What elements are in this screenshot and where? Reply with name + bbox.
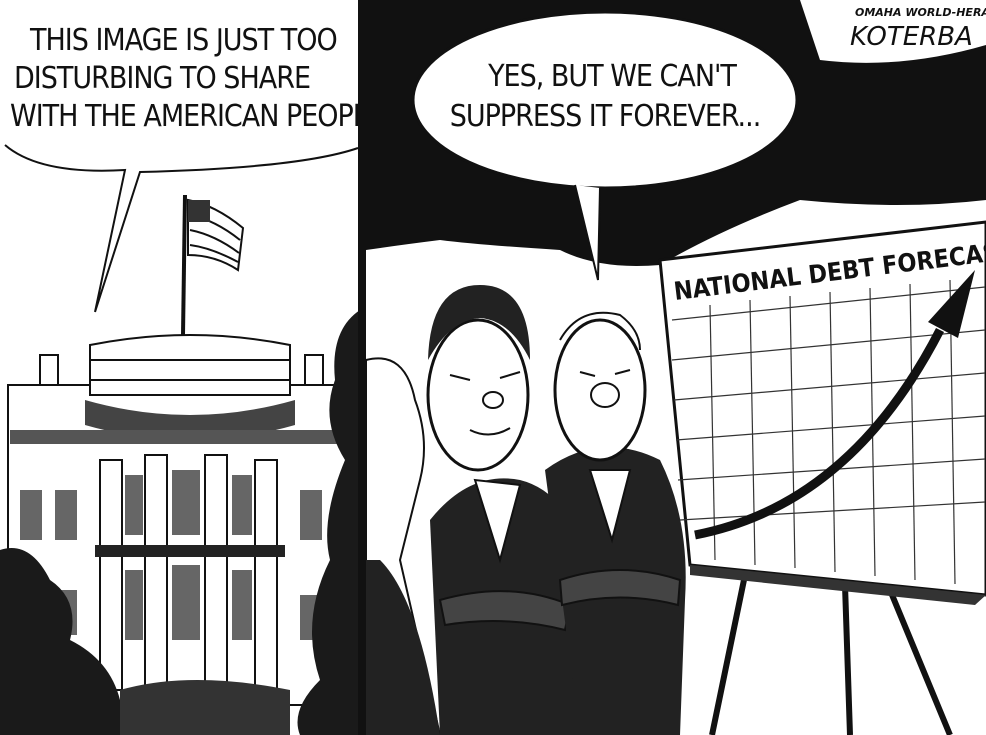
right-panel: OMAHA WORLD-HERALD KOTERBA YES, BUT WE C… bbox=[365, 0, 986, 735]
speech-text: WITH THE AMERICAN PEOPLE. bbox=[10, 99, 390, 134]
drawing-part bbox=[438, 590, 572, 632]
speech-tail bbox=[574, 184, 601, 281]
panel-divider bbox=[358, 0, 366, 735]
drawing-part bbox=[579, 369, 631, 377]
speech-bubble bbox=[411, 10, 799, 190]
drawing-part bbox=[709, 304, 716, 561]
drawing-part bbox=[55, 490, 77, 540]
drawing-part bbox=[673, 372, 986, 401]
drawing-part bbox=[559, 311, 641, 351]
drawing-part bbox=[300, 490, 322, 540]
drawing-part bbox=[172, 565, 200, 640]
signature-area bbox=[800, 0, 986, 63]
drawing-part bbox=[232, 570, 252, 640]
arrow-head bbox=[928, 270, 975, 338]
drawing-part bbox=[558, 569, 682, 607]
speech-text: SUPPRESS IT FOREVER... bbox=[450, 99, 761, 134]
flagpole bbox=[181, 194, 187, 336]
drawing-part bbox=[204, 454, 228, 691]
chart-grid bbox=[671, 279, 986, 585]
drawing-part bbox=[254, 459, 278, 691]
bushes bbox=[297, 310, 360, 735]
drawing-part bbox=[95, 545, 285, 557]
speech-bubble bbox=[4, 144, 359, 313]
drawing-part bbox=[20, 490, 42, 540]
bushes bbox=[0, 548, 120, 735]
drawing-part bbox=[125, 475, 143, 535]
drawing-part bbox=[428, 285, 530, 360]
drawing-part bbox=[789, 295, 796, 569]
drawing-part bbox=[90, 359, 290, 381]
speech-text: YES, BUT WE CAN'T bbox=[487, 59, 737, 94]
trend-arrow bbox=[694, 327, 945, 540]
drawing-part bbox=[125, 570, 143, 640]
drawing-part bbox=[590, 382, 620, 408]
board-ledge bbox=[690, 565, 986, 605]
drawing-part bbox=[909, 283, 916, 581]
drawing-part bbox=[588, 469, 632, 544]
drawing-part bbox=[99, 459, 123, 691]
drawing-part bbox=[829, 291, 836, 573]
speech-text: THIS IMAGE IS JUST TOO bbox=[29, 23, 337, 58]
drawing-part bbox=[99, 454, 278, 691]
artist-signature: KOTERBA bbox=[850, 22, 973, 52]
drawing-part bbox=[144, 454, 168, 691]
drawing-part bbox=[473, 478, 522, 564]
drawing-part bbox=[232, 475, 252, 535]
drawing-part bbox=[469, 427, 511, 436]
drawing-part bbox=[449, 371, 521, 381]
left-panel: THIS IMAGE IS JUST TOO DISTURBING TO SHA… bbox=[0, 23, 391, 735]
figure-left bbox=[365, 357, 442, 735]
drawing-part bbox=[426, 318, 530, 472]
drawing-part bbox=[366, 560, 440, 735]
drawing-part bbox=[482, 391, 504, 409]
figure-right bbox=[545, 311, 686, 735]
drawing-part bbox=[10, 430, 358, 444]
drawing-part bbox=[679, 501, 986, 521]
chart-board bbox=[658, 220, 986, 597]
easel-legs bbox=[709, 574, 953, 735]
drawing-part bbox=[172, 470, 200, 535]
drawing-part bbox=[675, 415, 986, 441]
drawing-part bbox=[39, 354, 59, 386]
drawing-part bbox=[89, 334, 291, 396]
speech-text: DISTURBING TO SHARE bbox=[14, 61, 310, 96]
hedge bbox=[120, 680, 290, 735]
publication: OMAHA WORLD-HERALD bbox=[855, 6, 986, 19]
flag-canton bbox=[188, 200, 210, 222]
drawing-part bbox=[304, 354, 324, 386]
drawing-part bbox=[671, 286, 986, 321]
